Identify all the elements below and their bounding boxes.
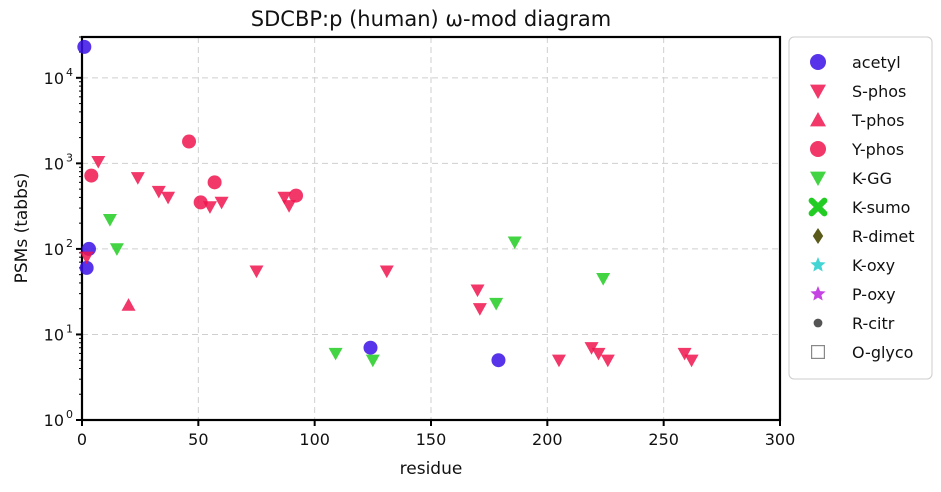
legend-marker-t-phos bbox=[810, 112, 826, 127]
point-s-phos bbox=[472, 303, 487, 316]
point-y-phos bbox=[84, 168, 99, 183]
y-tick-label: 10 bbox=[44, 411, 64, 430]
x-tick-label: 250 bbox=[648, 430, 679, 449]
point-s-phos bbox=[551, 354, 566, 368]
point-y-phos bbox=[182, 134, 197, 149]
legend-label-p-oxy: P-oxy bbox=[852, 285, 896, 304]
x-tick-label: 100 bbox=[299, 430, 330, 449]
y-tick-label: 10 bbox=[44, 69, 64, 88]
point-s-phos bbox=[584, 342, 599, 355]
point-y-phos bbox=[289, 188, 304, 203]
x-tick-label: 150 bbox=[416, 430, 447, 449]
y-tick-label: 10 bbox=[44, 154, 64, 173]
point-s-phos bbox=[130, 172, 145, 185]
series-s-phos bbox=[79, 155, 699, 368]
legend-label-k-oxy: K-oxy bbox=[852, 256, 895, 275]
point-s-phos bbox=[677, 347, 692, 361]
point-s-phos bbox=[79, 251, 94, 265]
point-k-gg bbox=[507, 236, 522, 250]
legend-label-k-sumo: K-sumo bbox=[852, 198, 910, 217]
legend-marker-k-sumo bbox=[808, 197, 828, 217]
y-tick-label: 10 bbox=[44, 325, 64, 344]
y-tick-exponent: 3 bbox=[66, 151, 73, 164]
x-tick-label: 0 bbox=[77, 430, 87, 449]
x-axis-label: residue bbox=[400, 459, 463, 479]
y-axis-label: PSMs (tabbs) bbox=[12, 173, 32, 284]
point-k-gg bbox=[109, 243, 124, 256]
point-acetyl bbox=[77, 39, 92, 54]
point-s-phos bbox=[379, 265, 394, 279]
legend-frame bbox=[788, 36, 933, 380]
point-acetyl bbox=[491, 353, 506, 368]
y-tick-exponent: 1 bbox=[66, 322, 73, 335]
x-tick-label: 200 bbox=[532, 430, 563, 449]
point-s-phos bbox=[91, 155, 106, 169]
legend-label-t-phos: T-phos bbox=[851, 111, 905, 130]
point-y-phos bbox=[193, 195, 208, 210]
legend-label-r-dimet: R-dimet bbox=[852, 227, 915, 246]
y-tick-label: 10 bbox=[44, 240, 64, 259]
legend-marker-s-phos bbox=[810, 84, 826, 99]
data-points bbox=[77, 39, 699, 368]
point-s-phos bbox=[684, 354, 699, 368]
point-s-phos bbox=[161, 191, 176, 205]
point-acetyl bbox=[79, 260, 94, 275]
legend-marker-r-dimet bbox=[812, 228, 824, 244]
series-k-gg bbox=[102, 214, 611, 368]
legend-marker-r-citr bbox=[813, 318, 823, 328]
legend-marker-o-glyco bbox=[810, 345, 825, 360]
point-s-phos bbox=[151, 185, 166, 199]
legend-marker-k-oxy bbox=[810, 257, 826, 272]
point-y-phos bbox=[207, 175, 222, 190]
point-k-gg bbox=[365, 354, 380, 368]
grid bbox=[82, 37, 780, 420]
legend-marker-acetyl bbox=[810, 54, 826, 70]
x-tick-label: 300 bbox=[765, 430, 796, 449]
point-acetyl bbox=[363, 340, 378, 355]
y-tick-exponent: 2 bbox=[66, 237, 73, 250]
point-t-phos bbox=[121, 298, 136, 311]
legend-label-o-glyco: O-glyco bbox=[852, 343, 913, 362]
legend-label-s-phos: S-phos bbox=[852, 82, 906, 101]
point-s-phos bbox=[282, 200, 297, 213]
point-k-gg bbox=[102, 214, 117, 227]
point-s-phos bbox=[600, 354, 615, 368]
series-y-phos bbox=[84, 134, 304, 210]
point-s-phos bbox=[214, 196, 229, 210]
x-tick-label: 50 bbox=[188, 430, 208, 449]
point-s-phos bbox=[470, 284, 485, 298]
legend-marker-k-gg bbox=[810, 171, 826, 186]
point-k-gg bbox=[596, 272, 611, 286]
legend-marker-y-phos bbox=[810, 141, 826, 157]
legend-label-r-citr: R-citr bbox=[852, 314, 895, 333]
series-t-phos bbox=[121, 298, 136, 311]
chart-title: SDCBP:p (human) ω-mod diagram bbox=[251, 7, 611, 31]
point-k-gg bbox=[328, 347, 343, 361]
y-tick-exponent: 4 bbox=[66, 66, 73, 79]
point-s-phos bbox=[277, 191, 292, 205]
y-tick-exponent: 0 bbox=[66, 408, 73, 421]
legend-marker-p-oxy bbox=[810, 286, 826, 301]
point-s-phos bbox=[591, 347, 606, 361]
x-axis-ticks: 0 50 100 150 200 250 300 bbox=[77, 420, 795, 449]
legend-label-y-phos: Y-phos bbox=[851, 140, 904, 159]
series-acetyl bbox=[77, 39, 506, 368]
point-s-phos bbox=[249, 265, 264, 279]
legend-label-k-gg: K-GG bbox=[852, 169, 892, 188]
legend-label-acetyl: acetyl bbox=[852, 53, 901, 72]
legend: acetyl S-phos T-phos Y-phos K-GG K-sumo R-dime… bbox=[788, 36, 933, 380]
point-k-gg bbox=[489, 297, 504, 311]
